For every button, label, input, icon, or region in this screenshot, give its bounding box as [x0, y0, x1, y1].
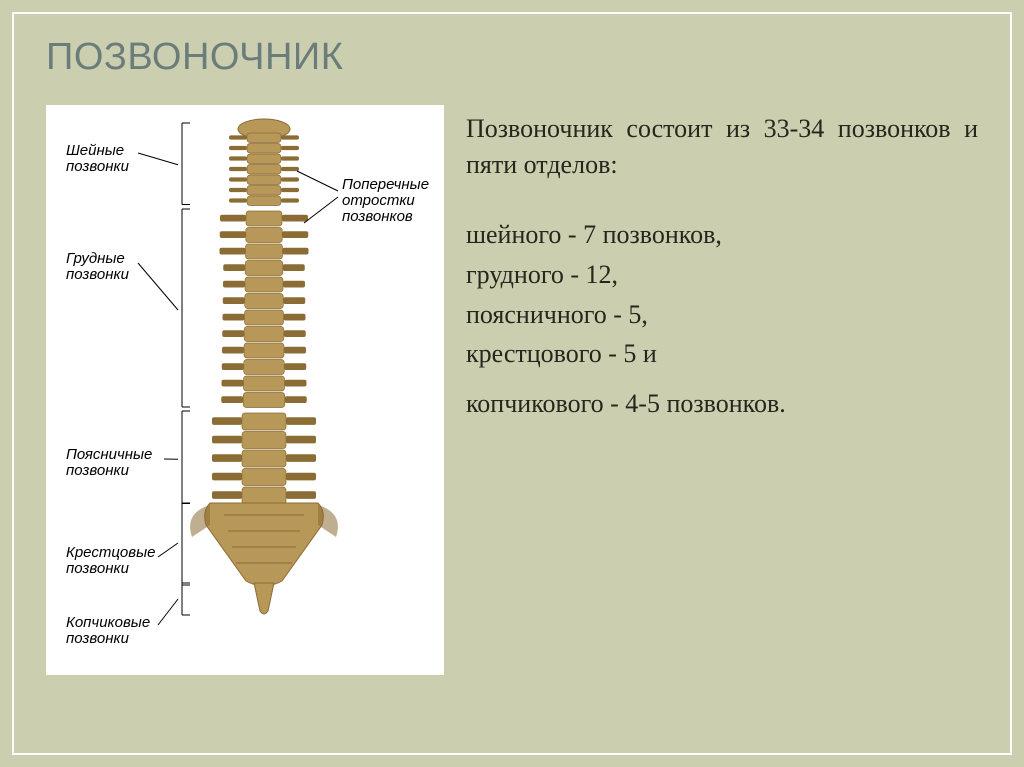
text-block: Позвоночник состоит из 33-34 позвонков и… [466, 105, 978, 426]
item-sacral: крестцового - 5 и [466, 336, 978, 372]
item-lumbar: поясничного - 5, [466, 297, 978, 333]
figure-label-coccygeal: Копчиковыепозвонки [66, 615, 150, 647]
figure-label-lumbar: Поясничныепозвонки [66, 447, 152, 479]
figure-label-sacral: Крестцовыепозвонки [66, 545, 155, 577]
item-coccyx: копчикового - 4-5 позвонков. [466, 386, 978, 422]
page-title: ПОЗВОНОЧНИК [46, 36, 978, 79]
item-thoracic: грудного - 12, [466, 257, 978, 293]
figure-label-cervical: Шейныепозвонки [66, 143, 129, 175]
item-cervical: шейного - 7 позвонков, [466, 217, 978, 253]
intro-text: Позвоночник состоит из 33-34 позвонков и… [466, 111, 978, 183]
figure-label-transverse: Поперечныеотросткипозвонков [342, 177, 429, 224]
spine-figure: Шейныепозвонки Поперечныеотросткипозвонко… [46, 105, 444, 675]
figure-label-thoracic: Грудныепозвонки [66, 251, 129, 283]
